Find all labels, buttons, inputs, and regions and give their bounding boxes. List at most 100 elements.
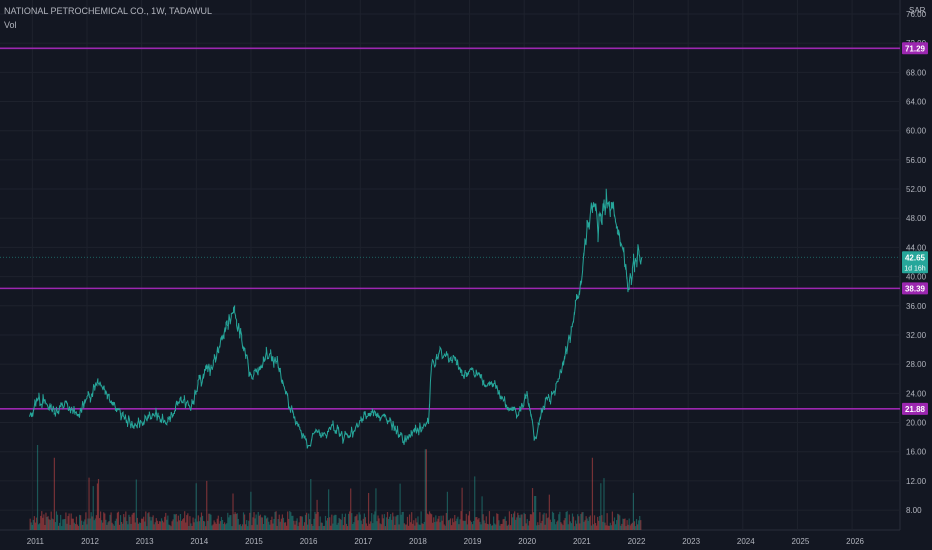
volume-bar [222, 523, 225, 530]
volume-bar [143, 516, 145, 530]
volume-bar [332, 523, 334, 530]
volume-bar [158, 521, 161, 530]
volume-bar [417, 516, 419, 530]
volume-bar [104, 513, 106, 530]
volume-bar [561, 523, 563, 530]
volume-bar [291, 515, 293, 530]
horizontal-levels[interactable] [0, 47, 900, 410]
volume-bar [122, 523, 124, 530]
volume-bar [47, 516, 49, 530]
level-price-badge [902, 402, 928, 415]
volume-bar [37, 524, 40, 530]
volume-bar [393, 516, 395, 530]
volume-bar [339, 519, 341, 530]
volume-bar [208, 513, 210, 530]
volume-bar [254, 518, 256, 530]
volume-bar [106, 524, 108, 530]
volume-bar [81, 520, 83, 530]
volume-bar [338, 517, 340, 530]
volume-bar [194, 518, 196, 530]
volume-bar [242, 512, 245, 530]
volume-bar [335, 514, 337, 530]
volume-bar [318, 526, 320, 530]
volume-bar [428, 511, 431, 530]
volume-bar [180, 520, 183, 530]
volume-bar [209, 513, 211, 530]
volume-bar [613, 517, 616, 530]
volume-bar [33, 516, 35, 530]
volume-bar [564, 518, 566, 530]
volume-bar [163, 522, 165, 530]
volume-bar [458, 524, 460, 530]
volume-bar [172, 519, 174, 530]
volume-bar [284, 522, 287, 530]
volume-bar [275, 511, 277, 530]
volume-bar [436, 521, 438, 530]
volume-bar [618, 514, 620, 530]
volume-bar [228, 517, 230, 530]
volume-bar [219, 521, 222, 530]
volume-bar [534, 496, 536, 530]
volume-bar [344, 513, 347, 530]
volume-bar [537, 522, 539, 530]
volume-bar [166, 519, 168, 530]
volume-bar [231, 526, 233, 530]
volume-bar [599, 515, 601, 530]
volume-bar [353, 522, 355, 530]
volume-bar [466, 524, 468, 530]
volume-bar [446, 491, 448, 530]
volume-bar [127, 524, 129, 530]
volume-bar [603, 478, 605, 530]
volume-bar [174, 514, 176, 530]
volume-legend-label[interactable]: Vol [4, 20, 17, 30]
volume-bar [225, 524, 227, 530]
volume-bar [408, 514, 411, 530]
price-axis[interactable]: 76.0072.0068.0064.0060.0056.0052.0048.00… [906, 10, 927, 515]
volume-bar [459, 519, 461, 530]
volume-bar [69, 524, 71, 530]
volume-bar [394, 524, 396, 530]
volume-bar [605, 525, 607, 530]
volume-bar [74, 524, 76, 530]
volume-bar [68, 513, 70, 530]
volume-bar [343, 517, 346, 530]
volume-bar [105, 519, 107, 530]
volume-bar [97, 479, 100, 530]
volume-bar [544, 524, 546, 530]
volume-bar [566, 511, 568, 530]
volume-bar [617, 513, 619, 530]
volume-bar [274, 511, 276, 530]
volume-bar [396, 515, 398, 530]
volume-bar [78, 514, 81, 530]
volume-bar [345, 523, 348, 530]
volume-bar [637, 524, 639, 530]
volume-bar [606, 513, 608, 530]
volume-bar [370, 521, 372, 530]
volume-bar [322, 525, 324, 530]
volume-bar [204, 521, 206, 530]
volume-bar [487, 524, 489, 530]
x-tick-label: 2023 [682, 537, 700, 546]
symbol-title[interactable]: NATIONAL PETROCHEMICAL CO., 1W, TADAWUL [4, 6, 213, 16]
volume-bar [472, 524, 474, 530]
volume-bar [372, 523, 374, 530]
volume-bar [350, 488, 352, 530]
volume-bar [559, 511, 561, 530]
volume-bar [581, 512, 583, 530]
volume-bar [67, 516, 69, 530]
volume-bar [592, 524, 595, 530]
volume-bar [80, 515, 82, 530]
volume-bar [245, 524, 247, 530]
volume-bar [443, 524, 445, 530]
volume-bar [184, 511, 186, 530]
time-axis[interactable]: 2011 2012 2013 2014 2015 2016 2017 2018 2019 2020… [27, 537, 865, 546]
volume-bar [125, 511, 127, 530]
volume-bar [181, 519, 184, 530]
volume-bar [484, 523, 486, 530]
volume-bar [380, 524, 382, 530]
volume-bar [640, 520, 642, 530]
volume-bar [195, 483, 197, 530]
volume-bar [355, 516, 357, 530]
volume-bar [401, 512, 403, 530]
